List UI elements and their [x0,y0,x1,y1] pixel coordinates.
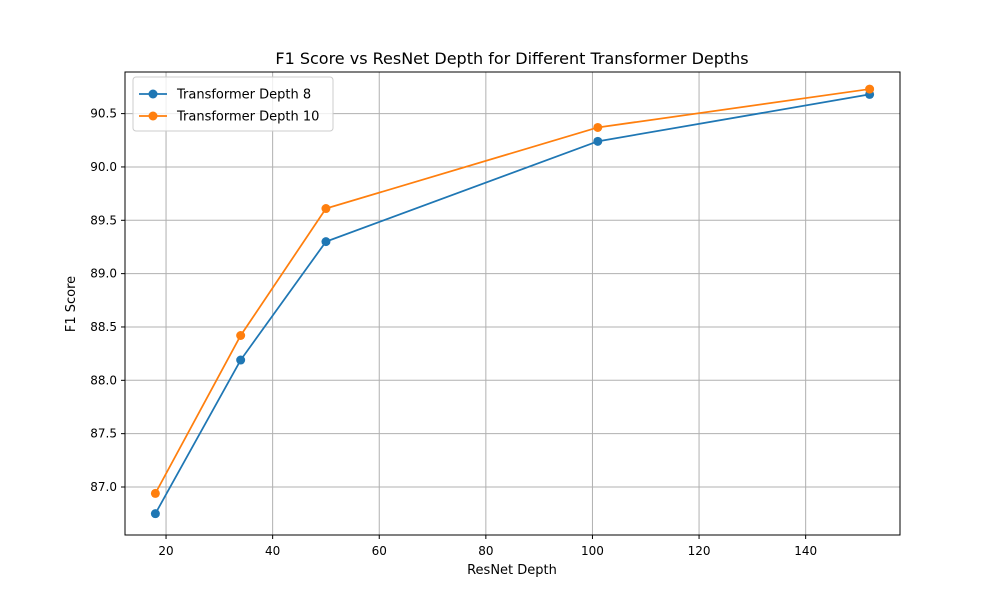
series-2 [150,84,875,498]
data-point [236,355,246,365]
data-point [865,84,875,94]
x-axis: 20 40 60 80 100 120 140 [158,535,817,558]
legend-item: Transformer Depth 10 [139,110,319,125]
data-point [593,136,603,146]
data-point [150,488,160,498]
x-tick-label: 60 [372,544,387,558]
y-tick-label: 89.0 [90,267,117,281]
y-tick-label: 88.0 [90,373,117,387]
data-point [321,237,331,247]
y-tick-label: 90.5 [90,107,117,121]
x-tick-label: 120 [688,544,711,558]
legend-label: Transformer Depth 8 [176,88,311,103]
y-axis: 87.0 87.5 88.0 88.5 89.0 89.5 90.0 90.5 [90,107,125,494]
legend-marker [148,89,158,99]
y-tick-label: 90.0 [90,160,117,174]
y-tick-label: 87.0 [90,480,117,494]
plot-area-frame [124,71,901,536]
y-axis-label: F1 Score [64,276,79,332]
y-tick-label: 89.5 [90,213,117,227]
data-point [236,331,246,341]
chart-title: F1 Score vs ResNet Depth for Different T… [275,49,748,68]
series-layer [150,84,875,519]
x-tick-label: 100 [581,544,604,558]
legend-box [132,76,334,132]
y-tick-label: 88.5 [90,320,117,334]
data-point [593,122,603,132]
legend-item: Transformer Depth 8 [139,88,311,103]
legend: Transformer Depth 8 Transformer Depth 10 [132,76,334,132]
x-tick-label: 20 [158,544,173,558]
x-tick-label: 140 [794,544,817,558]
data-point [150,509,160,519]
x-tick-label: 40 [265,544,280,558]
grid [125,72,900,535]
data-point [321,204,331,214]
y-tick-label: 87.5 [90,427,117,441]
legend-label: Transformer Depth 10 [176,110,319,125]
legend-marker [148,111,158,121]
x-tick-label: 80 [478,544,493,558]
x-axis-label: ResNet Depth [467,563,557,578]
